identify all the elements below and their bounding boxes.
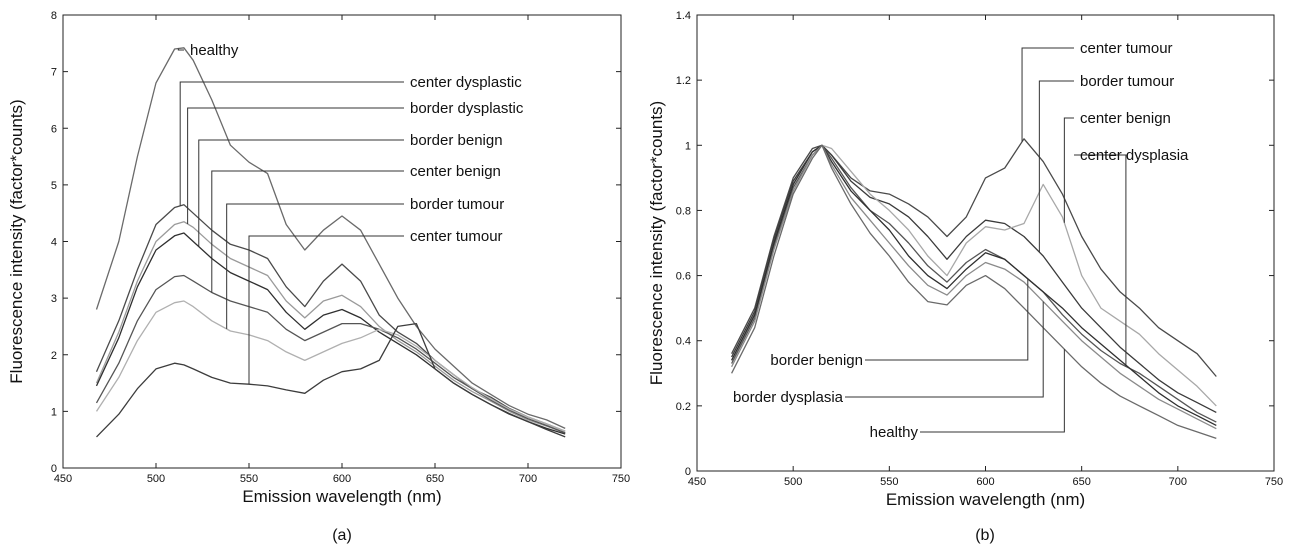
x-axis-title: Emission wavelength (nm): [886, 490, 1085, 509]
x-axis-title: Emission wavelength (nm): [242, 487, 441, 506]
callout-label: border tumour: [1080, 73, 1174, 90]
x-tick-label: 600: [333, 473, 351, 485]
series-line-border-tumour: [95, 300, 566, 432]
callout-leader: [248, 235, 404, 385]
y-tick-label: 0.4: [676, 336, 691, 348]
callout-label: center dysplasia: [1080, 147, 1189, 164]
callout-leader: [177, 48, 184, 51]
callout-leader: [1038, 80, 1074, 253]
y-tick-label: 5: [51, 180, 57, 192]
callout-leader: [1021, 47, 1074, 142]
x-tick-label: 550: [880, 476, 898, 488]
y-tick-label: 1.2: [676, 75, 691, 87]
callout-label: border benign: [410, 132, 503, 149]
callout-leader: [865, 278, 1029, 361]
series-line-center-benign: [95, 274, 566, 434]
series-line-border-dysplastic: [95, 221, 566, 434]
series-line-border-tumour: [731, 144, 1217, 413]
series-line-center-dysplastic: [95, 204, 566, 432]
y-tick-label: 8: [51, 10, 57, 22]
callout-label: center tumour: [410, 228, 503, 245]
y-tick-label: 0.8: [676, 205, 691, 217]
y-tick-label: 4: [51, 237, 57, 249]
callout-leader: [226, 203, 404, 329]
x-tick-label: 450: [54, 473, 72, 485]
x-tick-label: 700: [519, 473, 537, 485]
y-tick-label: 0: [51, 463, 57, 475]
series-line-healthy: [95, 47, 566, 429]
callout-label: center benign: [1080, 110, 1171, 127]
callout-label: center dysplastic: [410, 74, 522, 91]
callout-leader: [211, 170, 404, 293]
callout-label: border dysplastic: [410, 100, 524, 117]
callout-leader: [1063, 117, 1074, 223]
x-tick-label: 500: [784, 476, 802, 488]
y-tick-label: 2: [51, 350, 57, 362]
callout-leader: [920, 349, 1065, 433]
series-line-center-tumour: [96, 322, 566, 438]
callout-leader: [1074, 154, 1127, 367]
y-tick-label: 0: [685, 466, 691, 478]
y-tick-label: 0.2: [676, 401, 691, 413]
callout-leader: [187, 107, 404, 224]
callout-label: healthy: [190, 42, 239, 59]
y-tick-label: 6: [51, 123, 57, 135]
x-tick-label: 750: [1265, 476, 1283, 488]
callout-label: healthy: [870, 424, 919, 441]
y-axis-title: Fluorescence intensity (factor*counts): [7, 99, 26, 383]
series-line-center-tumour: [731, 138, 1217, 377]
callout-label: border dysplasia: [733, 389, 844, 406]
panel-caption: (b): [975, 527, 995, 544]
y-axis-title: Fluorescence intensity (factor*counts): [647, 101, 666, 385]
y-tick-label: 1: [685, 140, 691, 152]
series-line-border-dysplasia: [731, 144, 1217, 430]
x-tick-label: 650: [1072, 476, 1090, 488]
callout-label: border tumour: [410, 196, 504, 213]
plot-frame: [62, 14, 622, 469]
callout-label: center tumour: [1080, 40, 1173, 57]
x-tick-label: 500: [147, 473, 165, 485]
x-tick-label: 750: [612, 473, 630, 485]
y-tick-label: 1: [51, 406, 57, 418]
x-tick-label: 450: [688, 476, 706, 488]
panel-caption: (a): [332, 527, 352, 544]
x-tick-label: 700: [1169, 476, 1187, 488]
callout-label: border benign: [770, 352, 863, 369]
x-tick-label: 550: [240, 473, 258, 485]
y-tick-label: 7: [51, 67, 57, 79]
chart-panel-0: 450 500 550 600 650 700 750 0 1 2 3 4 5 6 7 8 Emission w…: [7, 10, 630, 544]
callout-leader: [845, 301, 1044, 398]
y-tick-label: 3: [51, 293, 57, 305]
series-line-healthy: [731, 144, 1217, 440]
x-tick-label: 650: [426, 473, 444, 485]
y-tick-label: 1.4: [676, 10, 691, 22]
callout-leader: [198, 139, 404, 247]
y-tick-label: 0.6: [676, 271, 691, 283]
callout-label: center benign: [410, 163, 501, 180]
chart-panel-1: 450 500 550 600 650 700 750 0 0.2 0.4 0.6 0.8 1 1.2 1.…: [647, 10, 1283, 544]
callout-leader: [179, 81, 404, 206]
series-line-border-benign: [731, 144, 1217, 426]
x-tick-label: 600: [976, 476, 994, 488]
